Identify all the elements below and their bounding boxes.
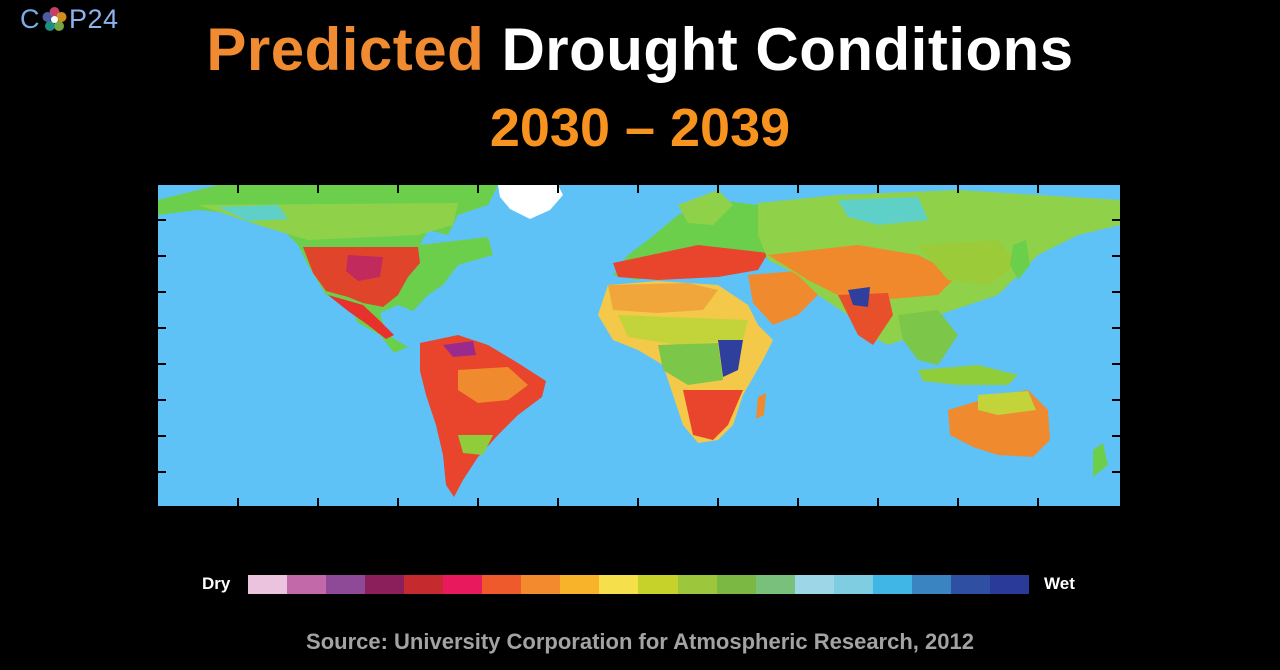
canada-teal: [218, 205, 288, 221]
sa-south-green: [458, 435, 493, 455]
legend-wet-label: Wet: [1044, 574, 1075, 593]
cop24-logo: C P24: [20, 2, 119, 36]
africa-sahel: [618, 315, 748, 345]
africa-south-dry: [683, 390, 743, 440]
logo-text-suffix: P24: [69, 3, 119, 34]
africa-east-wet: [718, 340, 743, 377]
se-asia: [898, 310, 958, 365]
moisture-legend: Dry Wet: [160, 572, 1120, 596]
world-map-svg: [158, 185, 1120, 506]
legend-swatch: [794, 575, 834, 594]
japan: [1010, 240, 1030, 280]
legend-swatch: [326, 575, 366, 594]
logo-text-prefix: C: [20, 3, 40, 34]
decade-subtitle: 2030 – 2039: [489, 98, 791, 158]
legend-swatch: [911, 575, 951, 594]
drought-world-map: [158, 185, 1120, 506]
africa-north-moderate: [608, 283, 718, 313]
legend-color-bar: [248, 575, 1029, 594]
new-zealand: [1093, 443, 1108, 477]
legend-swatch: [950, 575, 990, 594]
legend-swatch: [638, 575, 678, 594]
mexico: [328, 295, 394, 339]
legend-swatch: [872, 575, 912, 594]
legend-swatch: [833, 575, 873, 594]
sa-moderate: [458, 367, 528, 403]
legend-swatch: [482, 575, 522, 594]
china-moist: [918, 240, 1018, 285]
himalaya-wet: [848, 287, 870, 307]
legend-swatch: [677, 575, 717, 594]
usa-very-dry: [346, 255, 383, 281]
india: [838, 293, 893, 345]
legend-dry-label: Dry: [202, 574, 231, 593]
legend-swatch: [989, 575, 1029, 594]
flower-icon: [42, 6, 67, 31]
legend-swatch: [560, 575, 600, 594]
map-tick-marks: [158, 185, 1120, 506]
legend-swatch: [248, 575, 288, 594]
africa-central-green: [658, 343, 723, 385]
legend-swatch: [365, 575, 405, 594]
legend-swatch: [755, 575, 795, 594]
australia-north-green: [978, 391, 1036, 415]
source-citation: Source: University Corporation for Atmos…: [306, 629, 974, 654]
middle-east: [748, 270, 818, 325]
legend-swatch: [287, 575, 327, 594]
title-accent-word: Predicted: [206, 16, 485, 83]
title-rest: Drought Conditions: [501, 16, 1074, 83]
asia-teal: [838, 197, 928, 225]
legend-swatch: [599, 575, 639, 594]
legend-swatch: [443, 575, 483, 594]
greenland: [498, 185, 563, 219]
legend-swatch: [521, 575, 561, 594]
legend-swatch: [404, 575, 444, 594]
page-title: Predicted Drought Conditions: [0, 18, 1280, 82]
legend-swatch: [716, 575, 756, 594]
scandinavia: [678, 190, 733, 225]
south-america: [420, 335, 546, 497]
mediterranean-dry: [613, 245, 768, 280]
central-asia-dry: [768, 245, 958, 300]
madagascar: [756, 393, 766, 419]
sa-purple: [443, 341, 476, 357]
indonesia: [918, 365, 1018, 385]
